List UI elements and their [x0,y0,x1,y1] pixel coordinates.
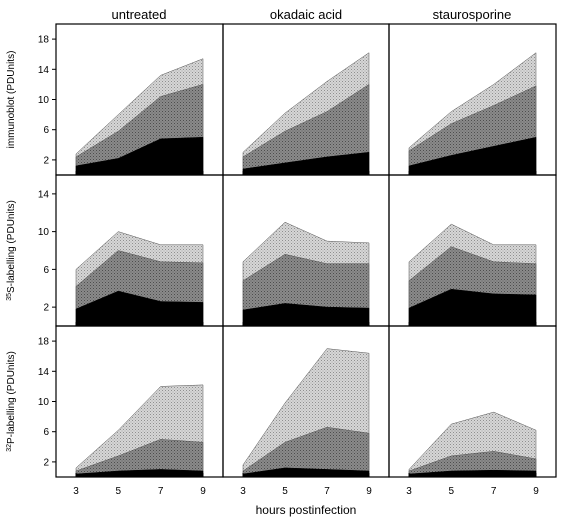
x-tick-label: 9 [366,486,372,497]
panel-r1-c1 [55,23,224,176]
panel-r3-c2 [222,325,390,478]
y-tick-label: 6 [43,427,49,438]
x-tick-label: 3 [73,486,79,497]
x-tick-label: 5 [449,486,455,497]
panel-r2-c1 [55,174,224,327]
x-tick-label: 3 [240,486,246,497]
column-title-okadaic-acid: okadaic acid [270,7,342,22]
y-axis-title-row-3: 32P-labelling (PDUnits) [6,351,18,452]
y-axis-title-text: P-labelling (PDUnits) [6,351,17,444]
column-titles: untreated okadaic acid staurosporine [112,7,512,22]
panel-frame-r3-c3 [388,325,557,478]
panel-r1-c2 [222,23,390,176]
y-tick-label: 2 [43,303,49,314]
y-tick-label: 10 [38,227,50,238]
column-title-staurosporine: staurosporine [433,7,512,22]
y-axis-title-row-2: 35S-labelling (PDUnits) [6,200,18,301]
y-tick-label: 18 [38,35,50,46]
y-tick-label: 6 [43,125,49,136]
y-axis-title-superscript: 32 [6,444,13,452]
y-axis-title-superscript: 35 [6,293,13,301]
x-axis-title: hours postinfection [256,503,357,517]
column-title-untreated: untreated [112,7,167,22]
x-tick-label: 3 [406,486,412,497]
y-tick-label: 14 [38,65,50,76]
panel-r3-c3 [388,325,557,478]
y-tick-label: 18 [38,337,50,348]
x-tick-label: 7 [491,486,497,497]
x-tick-label: 5 [116,486,122,497]
x-tick-label: 9 [533,486,539,497]
panel-r3-c1 [55,325,224,478]
y-tick-label: 10 [38,397,50,408]
panels [55,23,557,478]
x-tick-label: 7 [158,486,164,497]
y-axis-title-text: immunoblot (PDUnits) [6,51,17,149]
x-tick-label: 5 [282,486,288,497]
x-tick-label: 7 [324,486,330,497]
y-tick-label: 10 [38,95,50,106]
y-tick-label: 14 [38,367,50,378]
x-axis: 3 5 7 9 3 5 7 9 3 5 7 9 [73,486,539,497]
y-tick-label: 2 [43,457,49,468]
y-tick-label: 14 [38,189,50,200]
y-axis-title-row-1: immunoblot (PDUnits) [6,51,17,149]
panel-r1-c3 [388,23,557,176]
y-axis-title-text: S-labelling (PDUnits) [6,200,17,293]
panel-r2-c3 [388,174,557,327]
x-tick-label: 9 [200,486,206,497]
y-axes: 2 6 10 14 18 immunoblot (PDUnits) 2 6 10 14 35S-la… [6,35,56,468]
y-tick-label: 6 [43,265,49,276]
panel-r2-c2 [222,174,390,327]
y-tick-label: 2 [43,155,49,166]
